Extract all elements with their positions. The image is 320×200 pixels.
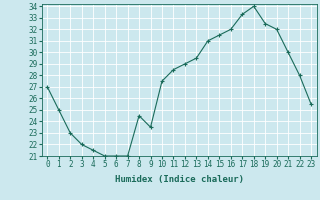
X-axis label: Humidex (Indice chaleur): Humidex (Indice chaleur) — [115, 175, 244, 184]
